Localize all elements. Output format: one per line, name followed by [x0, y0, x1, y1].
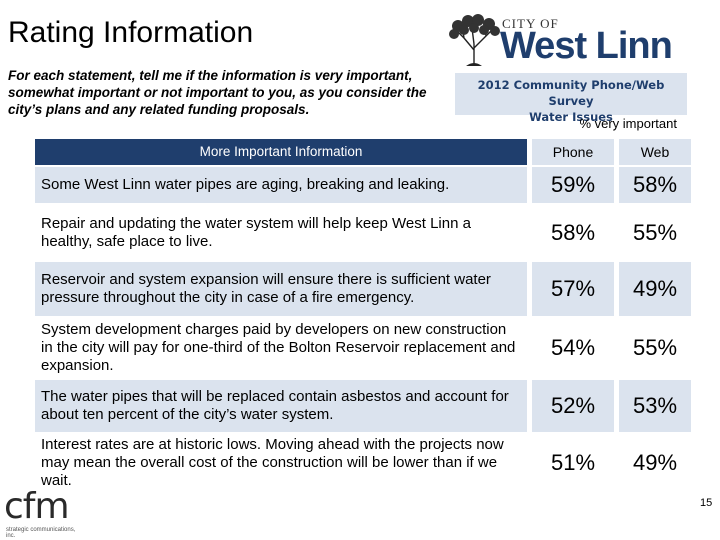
table-row: Interest rates are at historic lows. Mov…: [35, 434, 691, 492]
cfm-brand-sub: strategic communications, inc.: [6, 527, 76, 539]
table-row: Reservoir and system expansion will ensu…: [35, 262, 691, 316]
row-web-value: 58%: [619, 167, 691, 203]
percent-note: % very important: [579, 116, 677, 131]
row-web-value: 55%: [632, 220, 678, 245]
survey-title-box: 2012 Community Phone/Web Survey Water Is…: [455, 73, 687, 124]
table-header-statement: More Important Information: [35, 139, 527, 165]
row-statement: Reservoir and system expansion will ensu…: [35, 262, 527, 316]
cfm-brand: cfm: [4, 486, 70, 527]
row-phone-value: 59%: [532, 167, 614, 203]
logo-city-of: CITY OF: [502, 16, 559, 31]
row-web-value: 53%: [619, 380, 691, 432]
west-linn-logo: CITY OF West Linn: [446, 14, 700, 67]
survey-title: 2012 Community Phone/Web Survey: [477, 78, 665, 108]
row-statement: Some West Linn water pipes are aging, br…: [35, 167, 527, 203]
table-header-phone: Phone: [532, 139, 614, 165]
row-phone-value: 58%: [550, 220, 596, 245]
survey-instructions: For each statement, tell me if the infor…: [8, 68, 427, 117]
table-row: Some West Linn water pipes are aging, br…: [35, 167, 691, 203]
row-phone-value: 54%: [550, 335, 596, 360]
row-statement: The water pipes that will be replaced co…: [35, 380, 527, 432]
tree-icon: [446, 14, 502, 66]
table-row: System development charges paid by devel…: [35, 318, 691, 378]
table-row: Repair and updating the water system wil…: [35, 205, 691, 261]
table-row: The water pipes that will be replaced co…: [35, 380, 691, 432]
row-phone-value: 57%: [532, 262, 614, 316]
page-number: 15: [700, 497, 713, 509]
row-web-value: 49%: [619, 262, 691, 316]
row-web-value: 49%: [632, 450, 678, 475]
row-statement: System development charges paid by devel…: [41, 321, 516, 374]
row-web-value: 55%: [632, 335, 678, 360]
table-header-web: Web: [619, 139, 691, 165]
row-statement: Interest rates are at historic lows. Mov…: [41, 436, 504, 489]
page-title: Rating Information: [8, 16, 254, 49]
survey-subtitle: Water Issues: [529, 110, 613, 124]
cfm-logo: cfm strategic communications, inc.: [4, 486, 84, 540]
row-phone-value: 51%: [550, 450, 596, 475]
logo-city-name: West Linn: [500, 25, 673, 67]
row-phone-value: 52%: [532, 380, 614, 432]
row-statement: Repair and updating the water system wil…: [41, 215, 471, 250]
